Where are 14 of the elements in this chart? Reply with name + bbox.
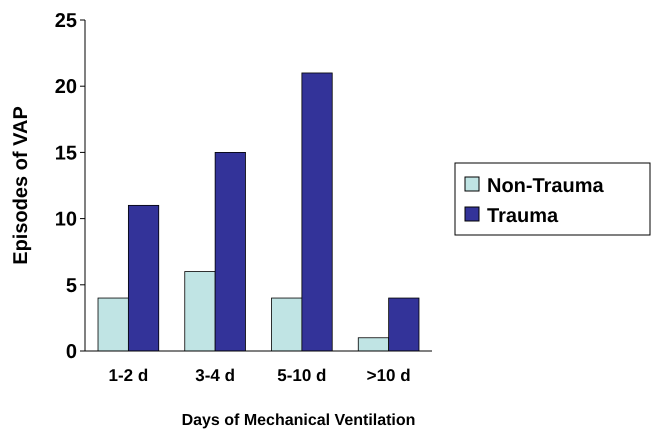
y-tick-label: 15 [54, 142, 77, 164]
y-tick-label: 0 [66, 341, 77, 363]
x-tick-label: 1-2 d [108, 366, 148, 385]
y-tick-label: 20 [54, 76, 77, 98]
legend-label: Non-Trauma [487, 175, 605, 197]
y-tick-label: 25 [54, 10, 77, 32]
legend-label: Trauma [487, 205, 560, 227]
x-tick-label: 5-10 d [277, 366, 326, 385]
y-tick-label: 5 [66, 274, 77, 297]
x-tick-label: 3-4 d [195, 366, 235, 385]
y-axis-title: Episodes of VAP [10, 106, 32, 265]
x-axis-title: Days of Mechanical Ventilation [182, 412, 416, 429]
y-tick-label: 10 [54, 208, 77, 231]
x-tick-label: >10 d [366, 366, 411, 385]
